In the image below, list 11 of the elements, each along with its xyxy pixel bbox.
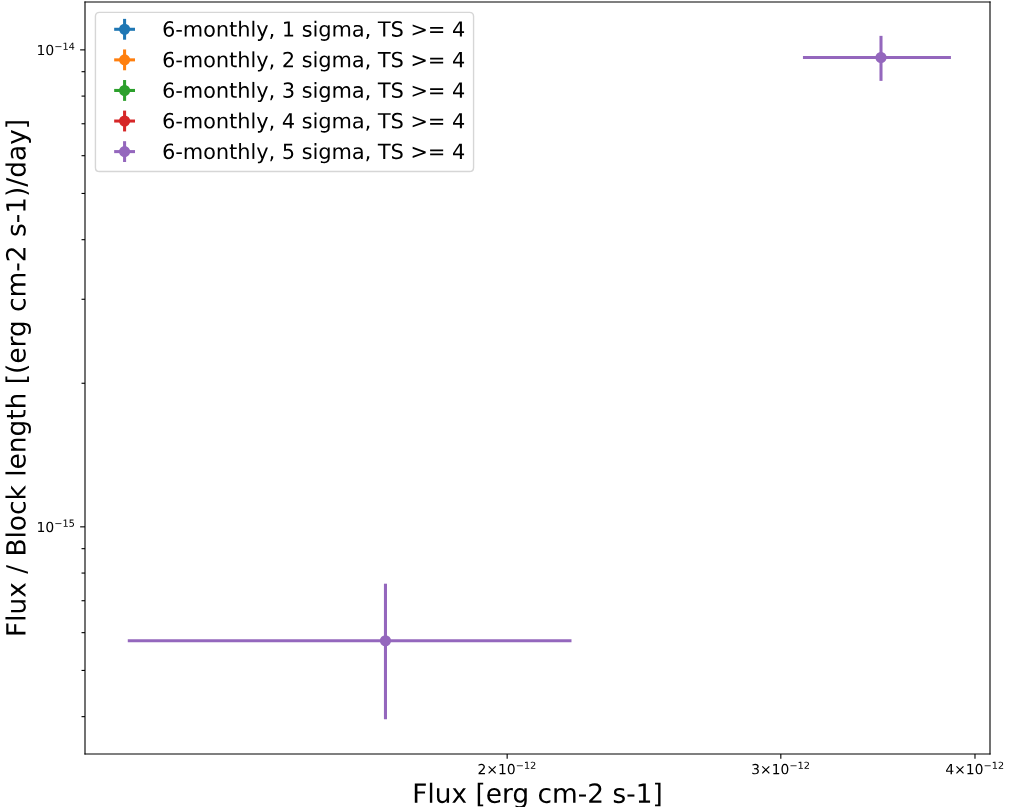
legend-label: 6-monthly, 4 sigma, TS >= 4	[163, 112, 465, 133]
y-axis-title: Flux / Block length [(erg cm-2 s-1)/day]	[5, 121, 31, 635]
y-tick-label: 10$^{−14}$	[38, 42, 75, 56]
legend-label: 6-monthly, 5 sigma, TS >= 4	[163, 143, 465, 164]
x-tick-label: 4×10$^{−12}$	[946, 761, 1004, 775]
y-tick-label: 10$^{−15}$	[38, 519, 74, 533]
legend-label: 6-monthly, 3 sigma, TS >= 4	[163, 81, 465, 103]
legend-label: 6-monthly, 1 sigma, TS >= 4	[163, 20, 465, 41]
x-tick-label: 2×10$^{−12}$	[478, 761, 536, 775]
legend-label: 6-monthly, 2 sigma, TS >= 4	[163, 51, 465, 72]
x-tick-label: 3×10$^{−12}$	[752, 761, 809, 775]
